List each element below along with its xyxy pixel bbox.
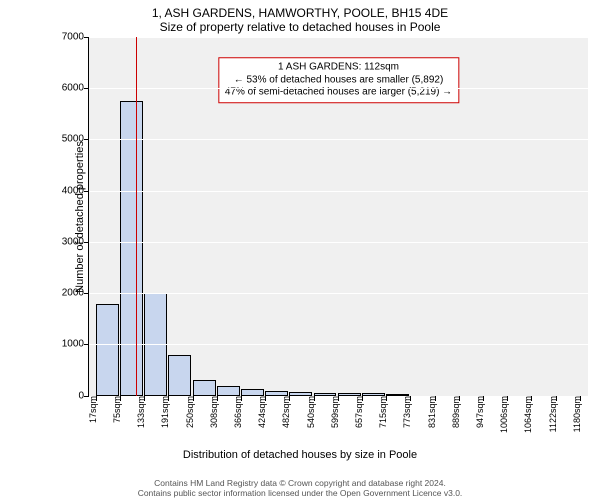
x-tick-label: 947sqm	[475, 396, 485, 428]
histogram-bar	[217, 386, 240, 396]
y-tick-mark	[84, 191, 89, 192]
gridline	[89, 242, 588, 243]
chart-container: { "chart": { "type": "histogram", "title…	[0, 0, 600, 500]
x-tick-label: 250sqm	[185, 396, 195, 428]
gridline	[89, 293, 588, 294]
y-tick-mark	[84, 139, 89, 140]
x-tick-label: 889sqm	[451, 396, 461, 428]
histogram-bar	[96, 304, 119, 396]
plot-area: 1 ASH GARDENS: 112sqm← 53% of detached h…	[88, 37, 588, 397]
x-tick-label: 308sqm	[209, 396, 219, 428]
gridline	[89, 88, 588, 89]
y-tick-mark	[84, 242, 89, 243]
x-tick-label: 482sqm	[281, 396, 291, 428]
y-tick-mark	[84, 293, 89, 294]
title-line-2: Size of property relative to detached ho…	[0, 20, 600, 34]
x-axis-label: Distribution of detached houses by size …	[0, 449, 600, 461]
y-tick-mark	[84, 344, 89, 345]
callout-box: 1 ASH GARDENS: 112sqm← 53% of detached h…	[218, 58, 459, 104]
title-line-1: 1, ASH GARDENS, HAMWORTHY, POOLE, BH15 4…	[0, 6, 600, 20]
gridline	[89, 37, 588, 38]
x-tick-label: 773sqm	[402, 396, 412, 428]
x-tick-label: 831sqm	[427, 396, 437, 428]
chart-titles: 1, ASH GARDENS, HAMWORTHY, POOLE, BH15 4…	[0, 0, 600, 37]
x-tick-label: 1064sqm	[523, 396, 533, 433]
x-tick-label: 133sqm	[136, 396, 146, 428]
x-tick-label: 366sqm	[233, 396, 243, 428]
plot-wrap: Number of detached properties 1 ASH GARD…	[60, 37, 588, 397]
caption: Contains HM Land Registry data © Crown c…	[0, 478, 600, 498]
x-tick-label: 1122sqm	[548, 396, 558, 432]
y-tick-mark	[84, 88, 89, 89]
callout-line: 1 ASH GARDENS: 112sqm	[225, 62, 452, 75]
x-tick-label: 17sqm	[88, 396, 98, 423]
x-tick-label: 424sqm	[257, 396, 267, 428]
caption-line-2: Contains public sector information licen…	[0, 488, 600, 498]
histogram-bar	[168, 355, 191, 396]
x-tick-label: 599sqm	[330, 396, 340, 428]
x-tick-label: 1006sqm	[499, 396, 509, 433]
x-tick-label: 191sqm	[160, 396, 170, 428]
x-tick-label: 540sqm	[306, 396, 316, 428]
callout-line: ← 53% of detached houses are smaller (5,…	[225, 74, 452, 87]
histogram-bar	[241, 389, 264, 396]
gridline	[89, 191, 588, 192]
caption-line-1: Contains HM Land Registry data © Crown c…	[0, 478, 600, 488]
x-tick-label: 715sqm	[378, 396, 388, 428]
histogram-bar	[193, 380, 216, 396]
gridline	[89, 139, 588, 140]
y-axis-label: Number of detached properties	[74, 141, 86, 293]
x-tick-label: 75sqm	[112, 396, 122, 423]
gridline	[89, 344, 588, 345]
x-tick-label: 657sqm	[354, 396, 364, 428]
x-tick-label: 1180sqm	[572, 396, 582, 432]
y-tick-mark	[84, 37, 89, 38]
histogram-bar	[120, 101, 143, 395]
reference-line	[136, 37, 137, 396]
